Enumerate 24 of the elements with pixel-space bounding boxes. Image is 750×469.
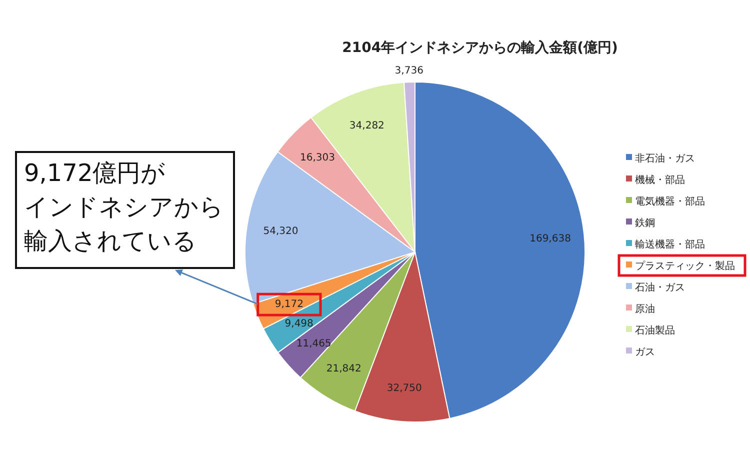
text: 輸入されている bbox=[24, 227, 197, 255]
text: インドネシアから bbox=[24, 193, 224, 221]
data-label: 11,465 bbox=[296, 338, 332, 350]
data-label: 54,320 bbox=[263, 226, 298, 237]
chart-title: 2104年インドネシアからの輸入金額(億円) bbox=[342, 39, 618, 56]
text: 9,172億円が bbox=[24, 159, 166, 187]
legend-label: 機械・部品 bbox=[635, 174, 685, 186]
data-label: 34,282 bbox=[349, 120, 384, 132]
legend-label: 非石油・ガス bbox=[635, 152, 695, 164]
data-label: 9,498 bbox=[284, 318, 314, 330]
legend-label: 石油製品 bbox=[635, 324, 675, 336]
legend-label: 石油・ガス bbox=[635, 282, 685, 294]
legend-label: 原油 bbox=[635, 303, 655, 315]
data-label: 21,842 bbox=[326, 363, 362, 374]
data-label: 32,750 bbox=[386, 383, 422, 394]
data-label: 16,303 bbox=[300, 152, 336, 164]
data-label: 3,736 bbox=[394, 66, 424, 77]
legend-label: 鉄鋼 bbox=[635, 217, 655, 229]
legend-label: ガス bbox=[635, 347, 655, 358]
legend-label: プラスティック・製品 bbox=[635, 260, 735, 272]
legend-label: 電気機器・部品 bbox=[635, 196, 705, 208]
data-label: 9,172 bbox=[274, 299, 304, 310]
legend-label: 輸送機器・部品 bbox=[635, 238, 705, 250]
data-label: 169,638 bbox=[530, 234, 571, 245]
